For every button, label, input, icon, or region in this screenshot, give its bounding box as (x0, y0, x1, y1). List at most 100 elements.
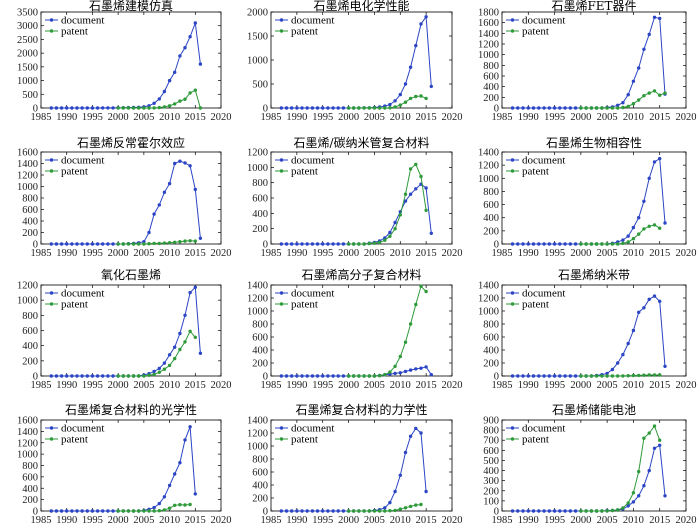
document-point (388, 500, 392, 505)
y-tick-label: 1600 (478, 18, 499, 29)
patent-point (121, 106, 126, 110)
patent-point (116, 509, 120, 513)
chart-panel: 石墨烯建模仿真 0 500 1000 1500 2000 2500 3000 3500 1985 1… (17, 0, 232, 123)
x-tick-label: 2000 (108, 248, 129, 259)
y-tick-label: 0 (263, 240, 268, 251)
patent-point (393, 364, 397, 368)
document-point (295, 242, 299, 246)
chart-title: 石墨烯高分子复合材料 (301, 267, 421, 282)
x-tick-label: 2010 (390, 112, 411, 123)
document-point (315, 509, 320, 513)
y-tick-label: 0 (33, 104, 38, 115)
x-tick-label: 1995 (544, 112, 565, 123)
patent-point (652, 89, 657, 93)
document-point (663, 364, 667, 368)
document-point (321, 374, 325, 378)
patent-point (352, 106, 356, 110)
document-point (70, 242, 74, 246)
patent-point (408, 96, 413, 101)
document-point (188, 35, 192, 39)
patent-point (346, 106, 351, 110)
x-tick-label: 2015 (649, 112, 670, 123)
document-point (526, 242, 530, 246)
patent-point (594, 106, 599, 110)
document-point (563, 509, 567, 513)
document-point (279, 374, 283, 378)
x-tick-label: 2015 (649, 380, 670, 391)
legend-document-marker (279, 426, 284, 430)
y-tick-label: 1500 (17, 62, 38, 73)
y-tick-label: 0 (33, 507, 38, 518)
legend-document-label: document (522, 155, 565, 167)
patent-point (183, 239, 187, 243)
y-tick-label: 0 (494, 507, 499, 518)
patent-point (126, 509, 131, 513)
x-tick-label: 2015 (649, 515, 670, 526)
chart-panel: 石墨烯纳米带 0 200 400 600 800 1000 1200 1400 1985 1990 1… (478, 268, 697, 391)
patent-point (362, 374, 366, 378)
y-tick-label: 1400 (478, 148, 499, 159)
document-point (573, 509, 578, 513)
document-point (157, 203, 161, 207)
y-tick-label: 0 (263, 372, 268, 383)
patent-point (600, 106, 604, 110)
y-tick-label: 400 (483, 82, 499, 93)
document-point (90, 374, 95, 378)
document-point (178, 331, 182, 336)
y-tick-label: 0 (494, 240, 499, 251)
document-point (183, 313, 187, 317)
document-point (647, 176, 651, 180)
x-tick-label: 1990 (286, 248, 307, 259)
y-tick-label: 200 (483, 486, 499, 497)
patent-point (362, 509, 366, 513)
x-tick-label: 2010 (623, 515, 644, 526)
patent-series-line (580, 425, 661, 512)
document-point (162, 190, 167, 194)
patent-point (626, 240, 630, 244)
patent-point (579, 106, 583, 110)
document-point (573, 374, 578, 378)
document-point (162, 495, 167, 499)
y-tick-label: 0 (33, 372, 38, 383)
y-tick-label: 500 (483, 456, 499, 467)
y-tick-label: 600 (252, 468, 268, 479)
y-tick-label: 600 (483, 446, 499, 457)
y-tick-label: 1000 (478, 174, 499, 185)
document-point (326, 242, 330, 246)
patent-point (367, 374, 371, 378)
x-tick-label: 2010 (159, 380, 180, 391)
legend-document-marker (279, 18, 284, 22)
document-point (85, 106, 90, 110)
patent-point (398, 103, 402, 107)
x-tick-label: 2000 (570, 248, 591, 259)
patent-point (626, 374, 630, 378)
document-point (80, 242, 84, 246)
document-point (652, 446, 657, 450)
document-point (341, 374, 346, 378)
document-point (284, 374, 289, 378)
x-tick-label: 2020 (676, 112, 697, 123)
patent-point (131, 509, 136, 513)
y-tick-label: 1200 (17, 171, 38, 182)
patent-point (352, 374, 356, 378)
document-point (341, 242, 346, 246)
document-point (295, 509, 299, 513)
document-point (542, 374, 546, 378)
document-point (111, 509, 115, 513)
document-point (157, 366, 161, 371)
patent-point (600, 242, 604, 246)
patent-series-line (580, 224, 660, 245)
document-point (537, 509, 541, 513)
document-point (111, 106, 115, 110)
document-point (188, 425, 192, 429)
document-point (284, 242, 289, 246)
x-tick-label: 2005 (133, 380, 154, 391)
document-point (59, 242, 64, 246)
legend-document-marker (510, 426, 515, 430)
patent-point (589, 374, 594, 378)
document-point (631, 500, 636, 504)
patent-point (346, 374, 351, 378)
x-tick-label: 2020 (211, 112, 232, 123)
patent-point (352, 509, 356, 513)
